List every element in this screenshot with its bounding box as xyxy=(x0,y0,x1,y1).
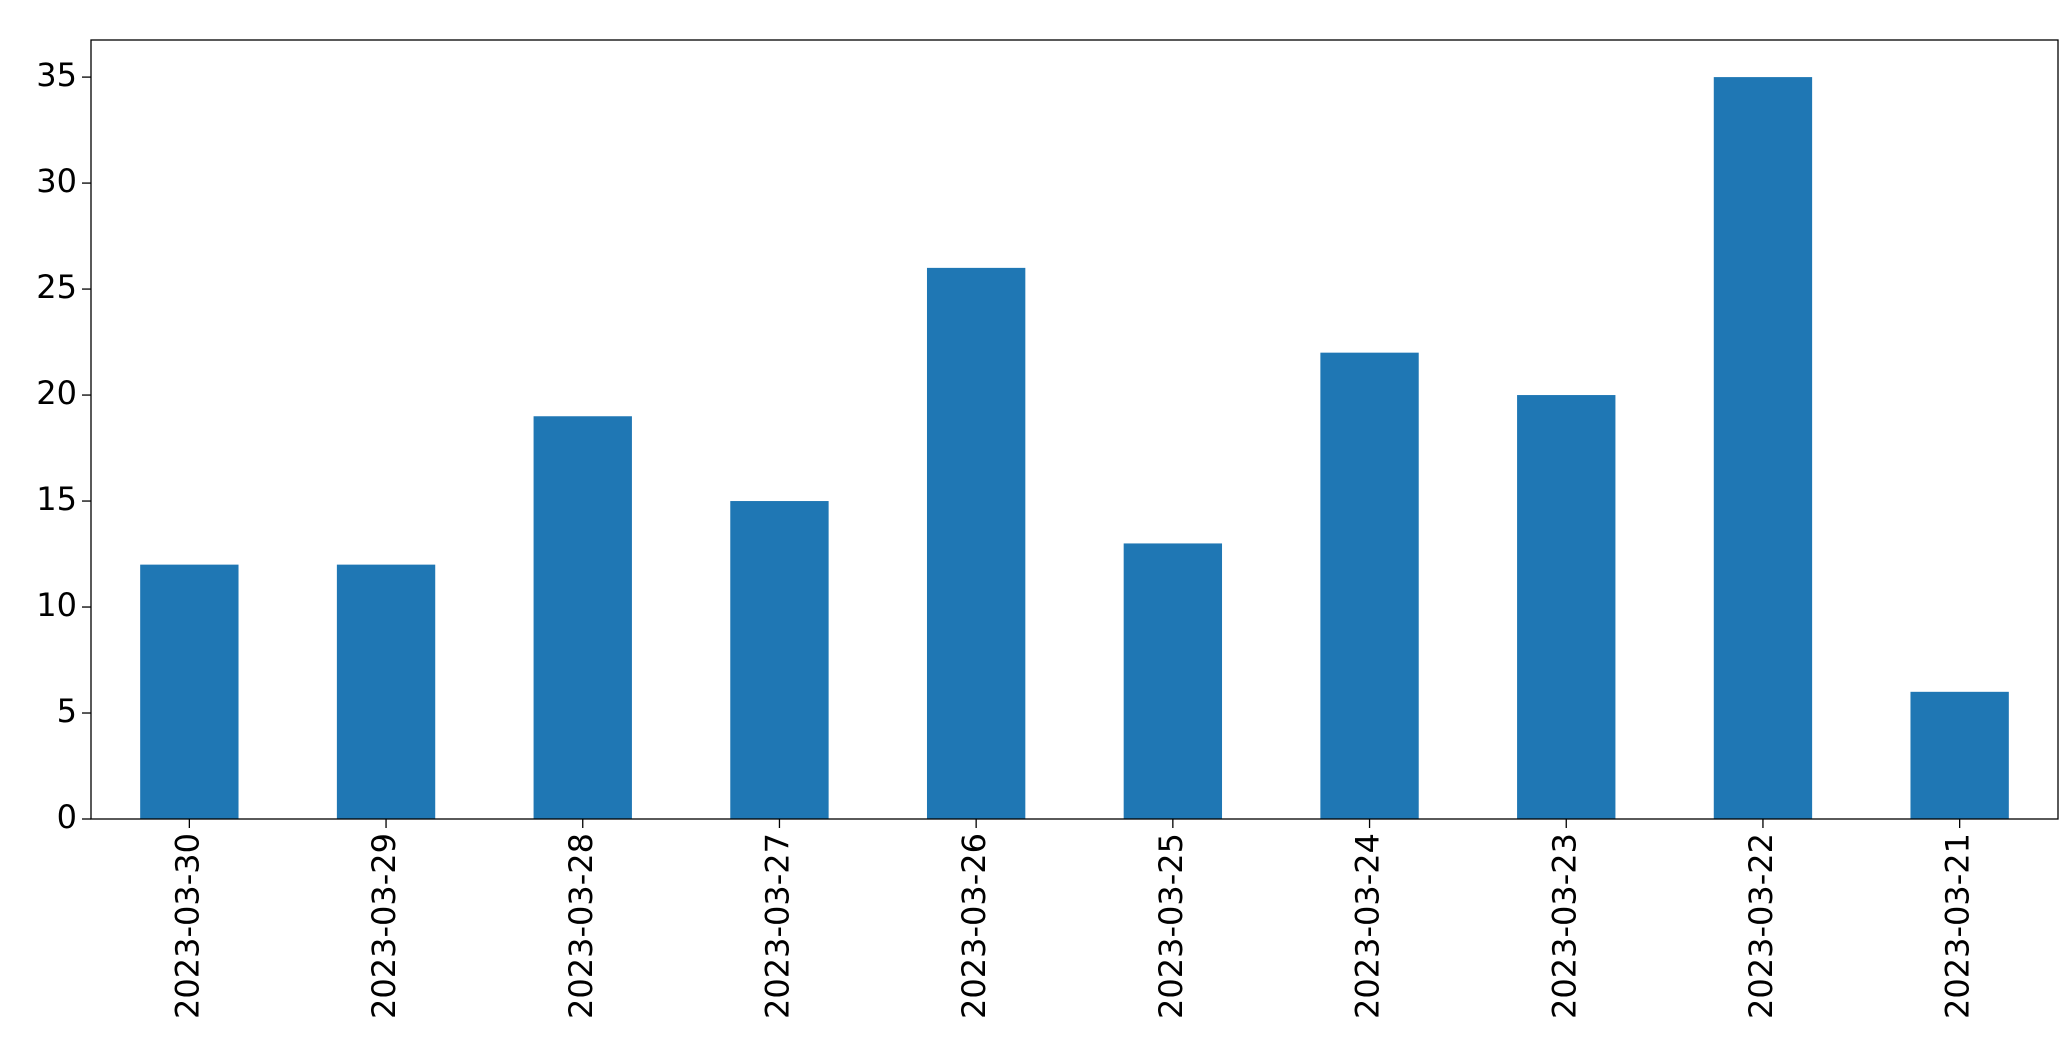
bar xyxy=(1320,352,1419,819)
x-tick-label: 2023-03-30 xyxy=(168,833,206,1019)
y-tick-label: 10 xyxy=(36,586,77,624)
bar xyxy=(1713,77,1813,820)
y-tick-label: 20 xyxy=(36,374,77,412)
x-tick-label: 2023-03-28 xyxy=(562,833,600,1019)
y-tick-label: 0 xyxy=(57,798,77,836)
bar xyxy=(926,267,1026,820)
bar xyxy=(533,416,632,819)
x-tick-label: 2023-03-25 xyxy=(1152,833,1190,1019)
x-tick-label: 2023-03-21 xyxy=(1939,833,1977,1019)
bar xyxy=(140,564,239,819)
bar xyxy=(336,564,436,819)
x-tick-label: 2023-03-27 xyxy=(758,833,796,1019)
bar xyxy=(1123,543,1223,819)
plot-frame xyxy=(90,39,2059,820)
x-tick-label: 2023-03-24 xyxy=(1349,833,1387,1019)
y-tick-label: 30 xyxy=(36,162,77,200)
y-tick-label: 15 xyxy=(36,480,77,518)
x-tick-label: 2023-03-23 xyxy=(1545,833,1583,1019)
bar xyxy=(730,501,829,819)
bar xyxy=(1910,691,2009,819)
bar xyxy=(1517,395,1616,819)
x-tick-label: 2023-03-26 xyxy=(955,833,993,1019)
x-tick-label: 2023-03-29 xyxy=(365,833,403,1019)
y-tick-label: 25 xyxy=(36,268,77,306)
y-tick-label: 35 xyxy=(36,56,77,94)
y-tick-label: 5 xyxy=(57,692,77,730)
x-tick-label: 2023-03-22 xyxy=(1742,833,1780,1019)
